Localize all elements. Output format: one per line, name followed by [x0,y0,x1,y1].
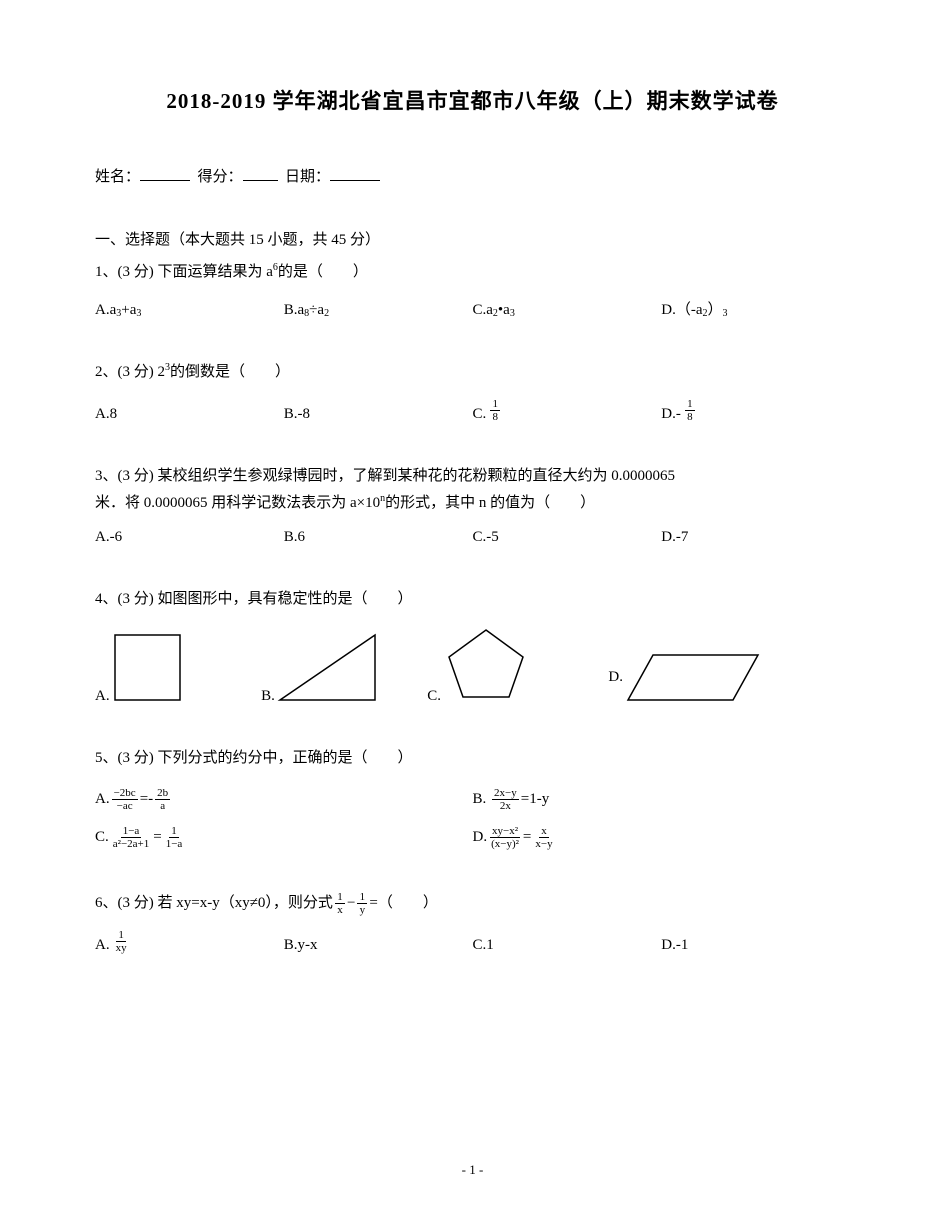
q1-options: A.a3+a3 B.a8÷a2 C.a2•a3 D.（-a2）3 [95,298,850,319]
q6-opt-d[interactable]: D.-1 [661,937,850,954]
q5-stem: 5、(3 分) 下列分式的约分中，正确的是（ ） [95,745,850,772]
q2-options: A.8 B.-8 C. 18 D.- 18 [95,398,850,423]
q5-opt-d[interactable]: D. xy−x²(x−y)² = xx−y [473,822,851,852]
q3-stem: 3、(3 分) 某校组织学生参观绿博园时，了解到某种花的花粉颗粒的直径大约为 0… [95,463,850,517]
q5-opt-b[interactable]: B. 2x−y2x =1-y [473,784,851,814]
page-number: - 1 - [0,1162,945,1178]
triangle-icon [275,630,385,705]
q2-opt-c[interactable]: C. 18 [473,398,662,423]
q1-opt-b[interactable]: B.a8÷a2 [284,302,473,319]
q3-opt-c[interactable]: C.-5 [473,529,662,546]
q5-opt-a[interactable]: A. −2bc−ac =- 2ba [95,784,473,814]
q3-options: A.-6 B.6 C.-5 D.-7 [95,529,850,546]
q4-opt-c[interactable]: C. [427,625,608,705]
square-icon [110,630,185,705]
q6-options: A. 1xy B.y-x C.1 D.-1 [95,929,850,954]
name-label: 姓名： [95,169,140,185]
info-line: 姓名： 得分： 日期： [95,165,850,186]
q3-opt-d[interactable]: D.-7 [661,529,850,546]
q2-stem: 2、(3 分) 23的倒数是（ ） [95,359,850,386]
q1-opt-c[interactable]: C.a2•a3 [473,302,662,319]
q5-options: A. −2bc−ac =- 2ba B. 2x−y2x =1-y C. 1−aa… [95,784,850,860]
q4-opt-b[interactable]: B. [261,630,427,705]
section-1-heading: 一、选择题（本大题共 15 小题，共 45 分） [95,228,850,249]
q1-opt-a[interactable]: A.a3+a3 [95,302,284,319]
q6-opt-b[interactable]: B.y-x [284,937,473,954]
pentagon-icon [441,625,531,705]
q3-opt-b[interactable]: B.6 [284,529,473,546]
q1-opt-d[interactable]: D.（-a2）3 [661,298,850,319]
q6-opt-c[interactable]: C.1 [473,937,662,954]
q4-options: A. B. C. D. [95,625,850,705]
date-label: 日期： [285,169,330,185]
parallelogram-icon [623,650,763,705]
score-label: 得分： [198,169,243,185]
exam-title: 2018-2019 学年湖北省宜昌市宜都市八年级（上）期末数学试卷 [95,85,850,115]
q2-opt-d[interactable]: D.- 18 [661,398,850,423]
q6-stem: 6、(3 分) 若 xy=x-y（xy≠0），则分式 1x − 1y =（ ） [95,890,850,917]
q2-opt-a[interactable]: A.8 [95,406,284,423]
q6-opt-a[interactable]: A. 1xy [95,929,284,954]
q4-stem: 4、(3 分) 如图图形中，具有稳定性的是（ ） [95,586,850,613]
q4-opt-d[interactable]: D. [608,650,850,705]
q1-stem: 1、(3 分) 下面运算结果为 a6的是（ ） [95,259,850,286]
q2-opt-b[interactable]: B.-8 [284,406,473,423]
q5-opt-c[interactable]: C. 1−aa²−2a+1 = 11−a [95,822,473,852]
q4-opt-a[interactable]: A. [95,630,261,705]
q3-opt-a[interactable]: A.-6 [95,529,284,546]
